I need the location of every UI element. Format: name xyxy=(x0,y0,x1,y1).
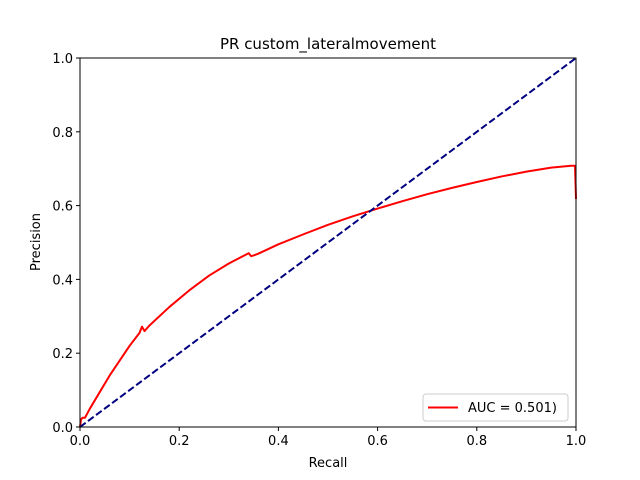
x-tick-label: 0.0 xyxy=(70,434,91,449)
y-tick-label: 0.2 xyxy=(52,347,73,362)
axes-frame xyxy=(79,57,577,428)
y-tick-label: 0.6 xyxy=(52,200,73,215)
legend-box xyxy=(422,393,569,422)
y-tick-label: 0.4 xyxy=(52,273,73,288)
y-axis-label: Precision xyxy=(29,213,44,271)
y-tick-label: 0.8 xyxy=(52,126,73,141)
y-tick-label: 1.0 xyxy=(52,52,73,67)
chance-diagonal-line xyxy=(79,57,577,428)
chart-title: PR custom_lateralmovement xyxy=(220,35,436,54)
x-tick-label: 0.4 xyxy=(268,434,289,449)
x-tick-label: 0.6 xyxy=(367,434,388,449)
plot-area: 0.0 0.2 0.4 0.6 0.8 1.0 0.0 0.2 0.4 0.6 0.8 1.0 xyxy=(52,52,586,449)
x-axis-label: Recall xyxy=(309,456,348,471)
x-tick-label: 1.0 xyxy=(566,434,587,449)
pr-curve-line xyxy=(79,164,577,428)
legend: AUC = 0.501) xyxy=(422,393,569,422)
legend-label: AUC = 0.501) xyxy=(468,401,557,416)
x-tick-label: 0.2 xyxy=(169,434,190,449)
y-tick-label: 0.0 xyxy=(52,421,73,436)
x-tick-label: 0.8 xyxy=(466,434,487,449)
